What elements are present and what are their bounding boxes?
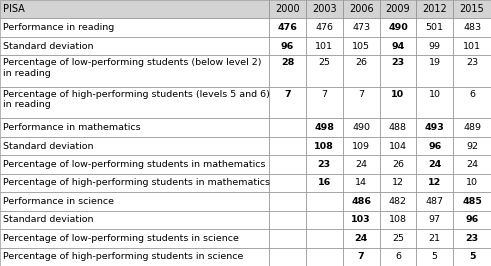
Bar [380,192,416,211]
Bar [306,211,343,229]
Bar [306,18,343,37]
Text: 101: 101 [315,42,333,51]
Text: 96: 96 [465,215,479,224]
Text: 2006: 2006 [349,4,374,14]
Bar [416,155,453,174]
Text: Percentage of high-performing students in mathematics: Percentage of high-performing students i… [3,178,270,188]
Bar [0,0,269,18]
Bar [380,248,416,266]
Bar [343,37,380,55]
Bar [416,174,453,192]
Text: 6: 6 [395,252,401,261]
Text: 476: 476 [277,23,298,32]
Text: 2015: 2015 [460,4,485,14]
Text: 10: 10 [391,90,405,99]
Text: Standard deviation: Standard deviation [3,215,93,224]
Bar [380,37,416,55]
Bar [343,155,380,174]
Text: 96: 96 [428,142,441,151]
Bar [343,229,380,248]
Text: 7: 7 [321,90,327,99]
Bar [0,118,269,137]
Bar [269,18,306,37]
Bar [416,0,453,18]
Text: 92: 92 [466,142,478,151]
Text: 12: 12 [392,178,404,188]
Text: 7: 7 [284,90,291,99]
Bar [453,118,491,137]
Bar [453,248,491,266]
Bar [453,155,491,174]
Bar [269,229,306,248]
Bar [269,174,306,192]
Text: 489: 489 [463,123,481,132]
Bar [343,174,380,192]
Bar [416,192,453,211]
Text: 25: 25 [392,234,404,243]
Text: Percentage of high-performing students (levels 5 and 6)
in reading: Percentage of high-performing students (… [3,90,270,109]
Text: 483: 483 [463,23,481,32]
Text: 486: 486 [351,197,371,206]
Text: 105: 105 [352,42,370,51]
Bar [416,87,453,118]
Bar [0,248,269,266]
Bar [269,0,306,18]
Text: 16: 16 [318,178,331,188]
Text: 7: 7 [358,252,364,261]
Text: 12: 12 [428,178,441,188]
Bar [416,55,453,87]
Bar [416,37,453,55]
Text: 2000: 2000 [275,4,300,14]
Text: 109: 109 [352,142,370,151]
Text: Standard deviation: Standard deviation [3,42,93,51]
Bar [0,37,269,55]
Bar [416,118,453,137]
Text: 26: 26 [355,58,367,67]
Bar [453,55,491,87]
Bar [343,0,380,18]
Text: Standard deviation: Standard deviation [3,142,93,151]
Text: 10: 10 [466,178,478,188]
Text: 24: 24 [355,160,367,169]
Text: 5: 5 [432,252,438,261]
Text: 488: 488 [389,123,407,132]
Bar [0,192,269,211]
Bar [306,87,343,118]
Text: 487: 487 [426,197,444,206]
Text: Percentage of low-performing students in mathematics: Percentage of low-performing students in… [3,160,266,169]
Text: 493: 493 [425,123,445,132]
Text: 24: 24 [466,160,478,169]
Bar [0,18,269,37]
Bar [343,137,380,155]
Text: Percentage of high-performing students in science: Percentage of high-performing students i… [3,252,244,261]
Bar [343,55,380,87]
Text: 108: 108 [314,142,334,151]
Text: Performance in science: Performance in science [3,197,114,206]
Bar [380,18,416,37]
Bar [306,37,343,55]
Text: 490: 490 [352,123,370,132]
Text: 21: 21 [429,234,441,243]
Bar [380,118,416,137]
Bar [380,55,416,87]
Bar [0,155,269,174]
Bar [0,137,269,155]
Text: 5: 5 [469,252,475,261]
Bar [306,118,343,137]
Bar [453,192,491,211]
Text: 19: 19 [429,58,441,67]
Text: 2003: 2003 [312,4,337,14]
Text: 23: 23 [466,58,478,67]
Text: 7: 7 [358,90,364,99]
Bar [453,174,491,192]
Bar [306,229,343,248]
Bar [343,248,380,266]
Text: 10: 10 [429,90,441,99]
Bar [269,87,306,118]
Text: Performance in reading: Performance in reading [3,23,114,32]
Bar [306,155,343,174]
Text: 97: 97 [429,215,441,224]
Bar [343,18,380,37]
Bar [0,229,269,248]
Bar [306,174,343,192]
